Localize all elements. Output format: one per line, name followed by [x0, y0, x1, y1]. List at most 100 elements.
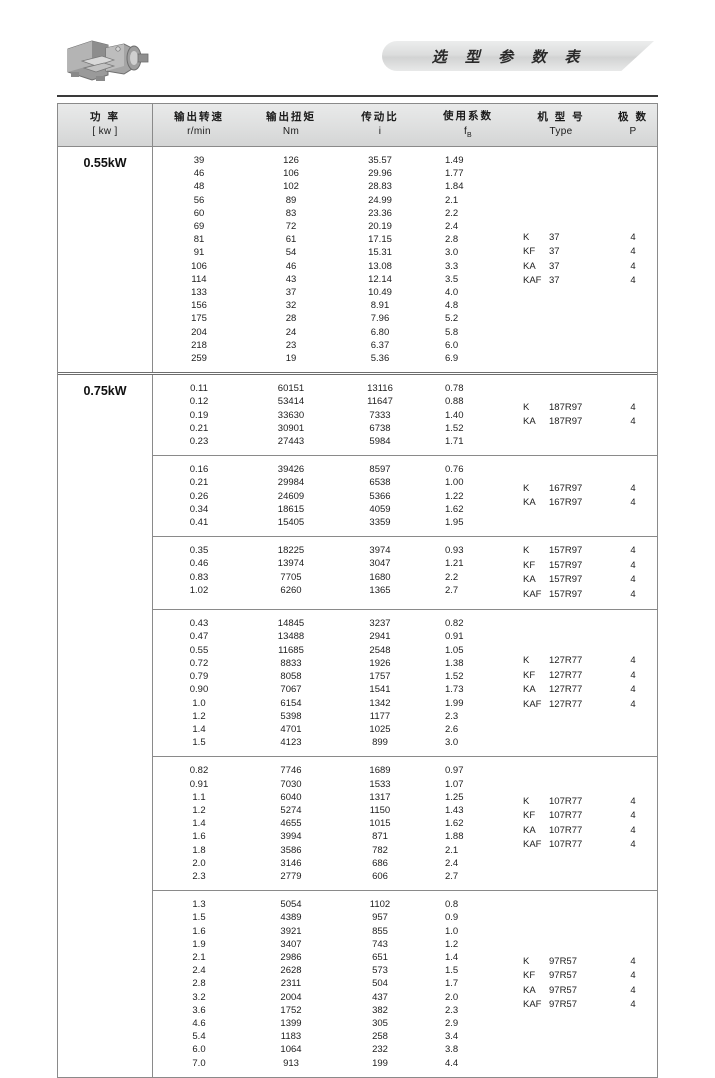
- cell-service-factor: 2.3: [445, 710, 459, 722]
- cell-ratio: 232: [372, 1044, 388, 1056]
- type-model-number: 97R57: [549, 999, 577, 1011]
- column-header-type: 机 型 号 Type: [537, 111, 585, 138]
- cell-ratio: 686: [372, 857, 388, 869]
- page: 选 型 参 数 表 功 率 [ kw ] 输出转速 r/min 输出扭矩 Nm …: [57, 33, 658, 1078]
- type-model-number: 97R57: [549, 984, 577, 996]
- cell-ratio: 782: [372, 844, 388, 856]
- cell-output-torque: 39426: [277, 464, 305, 476]
- column-header-service-factor: 使用系数 fB: [423, 104, 513, 146]
- type-row: KA 167R97 4: [513, 496, 657, 511]
- cell-type-name: KF 127R77: [513, 669, 609, 684]
- cell-output-speed: 81: [193, 234, 205, 246]
- table-row: 2.0 3146 686 2.4: [153, 857, 513, 870]
- cell-output-torque: 89: [285, 194, 297, 206]
- cell-service-factor: 1.00: [445, 477, 464, 489]
- cell-service-factor: 3.5: [445, 273, 459, 285]
- type-list: K 37 4 KF 37 4 KA 37 4 KAF 37 4: [513, 231, 657, 289]
- type-row: KA 157R97 4: [513, 573, 657, 588]
- type-model-number: 127R77: [549, 669, 583, 681]
- cell-output-speed: 39: [193, 155, 205, 166]
- cell-output-speed: 0.79: [189, 671, 209, 683]
- type-row: K 157R97 4: [513, 544, 657, 559]
- cell-ratio: 899: [372, 737, 388, 749]
- cell-output-torque: 2628: [280, 965, 302, 977]
- type-row: KA 97R57 4: [513, 984, 657, 999]
- cell-output-torque: 14845: [277, 618, 305, 630]
- type-model-number: 107R77: [549, 795, 583, 807]
- cell-output-speed: 6.0: [192, 1044, 206, 1056]
- cell-output-speed: 0.90: [189, 684, 209, 696]
- cell-output-speed: 156: [191, 300, 207, 312]
- page-header: 选 型 参 数 表: [57, 33, 658, 95]
- type-model-number: 127R77: [549, 684, 583, 696]
- cell-type-name: KF 37: [513, 245, 609, 260]
- table-row: 1.4 4701 1025 2.6: [153, 723, 513, 736]
- type-prefix: KF: [523, 669, 536, 681]
- type-prefix: KAF: [523, 999, 542, 1011]
- table-row: 0.21 30901 6738 1.52: [153, 422, 513, 435]
- cell-output-torque: 1752: [280, 1004, 302, 1016]
- cell-type-name: KA 187R97: [513, 415, 609, 430]
- cell-ratio: 3359: [369, 517, 391, 529]
- cell-poles: 4: [630, 260, 636, 272]
- cell-output-speed: 0.35: [189, 545, 209, 557]
- type-column: K 107R77 4 KF 107R77 4 KA 107R77 4 KAF 107R77 4: [513, 764, 657, 883]
- cell-service-factor: 6.9: [445, 353, 459, 365]
- table-row: 1.6 3994 871 1.88: [153, 830, 513, 843]
- table-row: 0.34 18615 4059 1.62: [153, 503, 513, 516]
- cell-ratio: 15.31: [368, 247, 392, 259]
- power-group: 0.75kW 0.11 60151 13116 0.78 0.12 53414 11647 0.…: [58, 372, 657, 1077]
- cell-type-name: K 157R97: [513, 544, 609, 559]
- cell-output-speed: 1.4: [192, 818, 206, 830]
- cell-ratio: 606: [372, 870, 388, 882]
- cell-output-torque: 3146: [280, 857, 302, 869]
- cell-output-speed: 0.26: [189, 490, 209, 502]
- cell-ratio: 4059: [369, 503, 391, 515]
- table-row: 0.16 39426 8597 0.76: [153, 463, 513, 476]
- type-prefix: KF: [523, 559, 536, 571]
- cell-service-factor: 2.1: [445, 194, 459, 206]
- type-prefix: K: [523, 955, 530, 967]
- cell-output-torque: 3994: [280, 831, 302, 843]
- cell-output-torque: 1064: [280, 1044, 302, 1056]
- cell-service-factor: 3.4: [445, 1031, 459, 1043]
- type-column: K 127R77 4 KF 127R77 4 KA 127R77 4 KAF 127R77 4: [513, 617, 657, 749]
- cell-output-speed: 1.6: [192, 831, 206, 843]
- table-row: 1.9 3407 743 1.2: [153, 938, 513, 951]
- cell-service-factor: 1.05: [445, 644, 464, 656]
- cell-type-name: KAF 97R57: [513, 998, 609, 1013]
- cell-output-torque: 24: [285, 326, 297, 338]
- table-row: 106 46 13.08 3.3: [153, 260, 513, 273]
- cell-type-name: K 37: [513, 231, 609, 246]
- cell-ratio: 1365: [369, 584, 391, 596]
- cell-ratio: 1533: [369, 778, 391, 790]
- cell-service-factor: 2.8: [445, 234, 459, 246]
- cell-type-name: KAF 157R97: [513, 588, 609, 603]
- cell-output-speed: 69: [193, 221, 205, 233]
- table-row: 0.43 14845 3237 0.82: [153, 617, 513, 630]
- cell-poles: 4: [630, 698, 636, 710]
- table-row: 0.11 60151 13116 0.78: [153, 382, 513, 395]
- cell-ratio: 8597: [369, 464, 391, 476]
- cell-ratio: 1025: [369, 723, 391, 735]
- cell-ratio: 24.99: [368, 194, 392, 206]
- column-header-output-speed: 输出转速 r/min: [174, 111, 224, 138]
- table-row: 0.35 18225 3974 0.93: [153, 544, 513, 557]
- cell-output-speed: 175: [191, 313, 207, 325]
- cell-poles: 4: [630, 984, 636, 996]
- cell-output-torque: 60151: [277, 383, 305, 395]
- cell-output-speed: 1.3: [192, 899, 206, 911]
- table-row: 0.90 7067 1541 1.73: [153, 683, 513, 696]
- cell-ratio: 12.14: [368, 273, 392, 285]
- cell-output-torque: 18225: [277, 545, 305, 557]
- power-group: 0.55kW 39 126 35.57 1.49 46 106 29.96 1.77 48 102 2…: [58, 147, 657, 373]
- cell-output-torque: 13488: [277, 631, 305, 643]
- type-column: K 37 4 KF 37 4 KA 37 4 KAF 37 4: [513, 154, 657, 365]
- cell-service-factor: 0.82: [445, 618, 464, 630]
- table-row: 7.0 913 199 4.4: [153, 1057, 513, 1070]
- cell-output-speed: 1.2: [192, 804, 206, 816]
- cell-output-torque: 6154: [280, 697, 302, 709]
- cell-output-torque: 23: [285, 339, 297, 351]
- cell-ratio: 17.15: [368, 234, 392, 246]
- cell-output-speed: 106: [191, 260, 207, 272]
